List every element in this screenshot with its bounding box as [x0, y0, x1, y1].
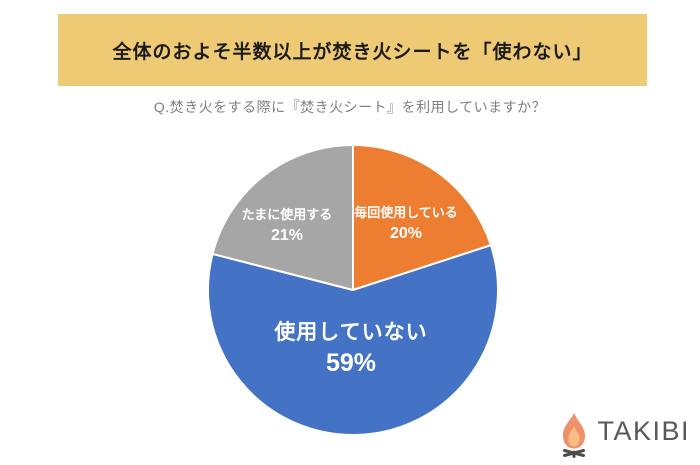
- pie-slice-1: [207, 244, 499, 436]
- pie-label-everytime: 毎回使用している 20%: [354, 203, 458, 245]
- headline-banner: 全体のおよそ半数以上が焚き火シートを「使わない」: [58, 14, 647, 86]
- pie-chart: 毎回使用している 20% たまに使用する 21% 使用していない 59%: [206, 143, 500, 437]
- pie-label-sometimes: たまに使用する 21%: [242, 205, 333, 247]
- pie-label-sometimes-text: たまに使用する: [241, 207, 333, 222]
- pie-svg: [207, 144, 499, 436]
- pie-slice-0: [352, 144, 492, 291]
- pie-label-never-percent: 59%: [325, 349, 377, 377]
- headline-text: 全体のおよそ半数以上が焚き火シートを「使わない」: [112, 41, 593, 63]
- pie-label-never-text: 使用していない: [274, 321, 428, 344]
- survey-question: Q.焚き火をする際に『焚き火シート』を利用していますか？: [153, 99, 547, 115]
- pie-label-sometimes-percent: 21%: [270, 227, 304, 244]
- logs: [563, 449, 586, 458]
- pie-label-never: 使用していない 59%: [274, 318, 427, 380]
- pie-label-everytime-text: 毎回使用している: [354, 205, 458, 220]
- campfire-icon: [563, 413, 586, 458]
- takibi-logo-text: TAKIBI: [597, 415, 690, 446]
- pie-label-everytime-percent: 20%: [389, 225, 423, 242]
- flame-inner: [568, 426, 580, 447]
- pie-slice-2: [211, 144, 354, 291]
- takibi-logo: TAKIBI: [558, 412, 690, 458]
